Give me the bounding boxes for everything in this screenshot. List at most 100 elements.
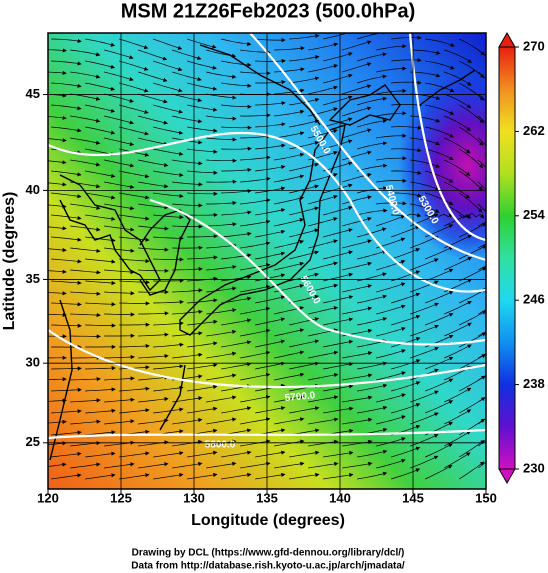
streamline <box>308 350 339 359</box>
streamline <box>172 115 203 124</box>
streamline <box>274 417 305 425</box>
streamline <box>425 378 454 392</box>
streamline <box>172 203 203 208</box>
streamline <box>85 60 116 69</box>
streamline <box>274 109 305 117</box>
streamline <box>459 354 486 370</box>
streamline <box>274 261 305 271</box>
streamline <box>425 465 453 480</box>
streamline <box>458 212 485 219</box>
streamline <box>48 312 67 317</box>
streamline <box>70 441 101 447</box>
streamline <box>274 350 305 359</box>
streamline <box>221 60 252 67</box>
streamline <box>48 70 67 76</box>
streamline <box>323 205 353 216</box>
x-axis-label: Longitude (degrees) <box>191 512 345 529</box>
streamline <box>85 258 116 264</box>
streamline <box>153 321 184 326</box>
streamline <box>221 38 252 46</box>
streamline <box>459 148 484 169</box>
streamline <box>376 415 406 425</box>
streamline <box>255 101 286 106</box>
streamline <box>240 284 271 293</box>
streamline <box>138 311 169 316</box>
streamline <box>255 295 286 304</box>
streamline <box>153 148 184 156</box>
streamline <box>85 473 116 480</box>
streamline <box>48 226 67 231</box>
streamline <box>187 406 218 414</box>
streamline <box>376 44 407 51</box>
streamline <box>323 52 353 62</box>
streamline <box>206 329 237 337</box>
streamline <box>391 225 420 238</box>
streamline <box>459 375 486 392</box>
streamline <box>138 115 168 125</box>
streamline <box>357 96 388 106</box>
streamline <box>376 393 406 403</box>
streamline <box>323 384 354 392</box>
streamline <box>172 93 203 103</box>
streamline <box>221 231 252 238</box>
streamline <box>119 343 150 349</box>
streamline <box>221 189 252 194</box>
streamline <box>221 104 252 109</box>
streamline <box>255 361 286 370</box>
colorbar <box>498 46 516 470</box>
streamline <box>138 181 169 189</box>
streamline <box>342 261 372 271</box>
streamline <box>187 126 218 133</box>
streamline <box>308 306 339 315</box>
streamline <box>376 349 406 359</box>
streamline <box>48 441 67 446</box>
y-axis-label: Latitude (degrees) <box>1 192 18 331</box>
streamline <box>410 390 439 403</box>
streamline <box>459 440 485 458</box>
streamline <box>206 243 237 249</box>
streamline <box>172 439 203 447</box>
streamline <box>153 126 184 135</box>
streamline <box>410 258 439 271</box>
streamline <box>323 228 353 238</box>
streamline <box>357 52 387 62</box>
streamline <box>206 417 237 425</box>
streamline <box>255 273 286 282</box>
streamline <box>51 82 82 88</box>
streamline <box>308 85 338 95</box>
streamline <box>323 183 353 194</box>
streamline <box>187 450 218 458</box>
streamline <box>376 458 406 469</box>
streamline <box>187 298 218 304</box>
streamline <box>85 387 116 392</box>
streamline <box>410 302 439 315</box>
streamline <box>459 310 486 326</box>
streamline <box>410 324 439 337</box>
streamline <box>70 159 101 167</box>
streamline <box>357 227 387 238</box>
streamline <box>138 247 169 252</box>
streamline <box>240 71 271 76</box>
streamline <box>206 264 237 271</box>
streamline <box>477 49 486 57</box>
streamline <box>410 280 439 293</box>
streamline <box>376 156 407 161</box>
streamline <box>70 137 101 145</box>
streamline <box>104 462 135 469</box>
streamline <box>342 62 372 73</box>
streamline <box>138 396 169 403</box>
streamline <box>308 372 339 381</box>
streamline <box>289 228 319 238</box>
streamline <box>410 455 439 469</box>
streamline <box>138 137 169 146</box>
streamline <box>51 214 82 221</box>
streamline <box>153 214 184 220</box>
streamline <box>240 219 271 227</box>
streamline <box>410 203 440 213</box>
streamline <box>308 239 338 249</box>
streamline <box>391 446 421 458</box>
streamline <box>153 342 184 348</box>
streamline <box>104 376 135 381</box>
streamline <box>459 245 486 260</box>
streamline <box>425 312 454 326</box>
